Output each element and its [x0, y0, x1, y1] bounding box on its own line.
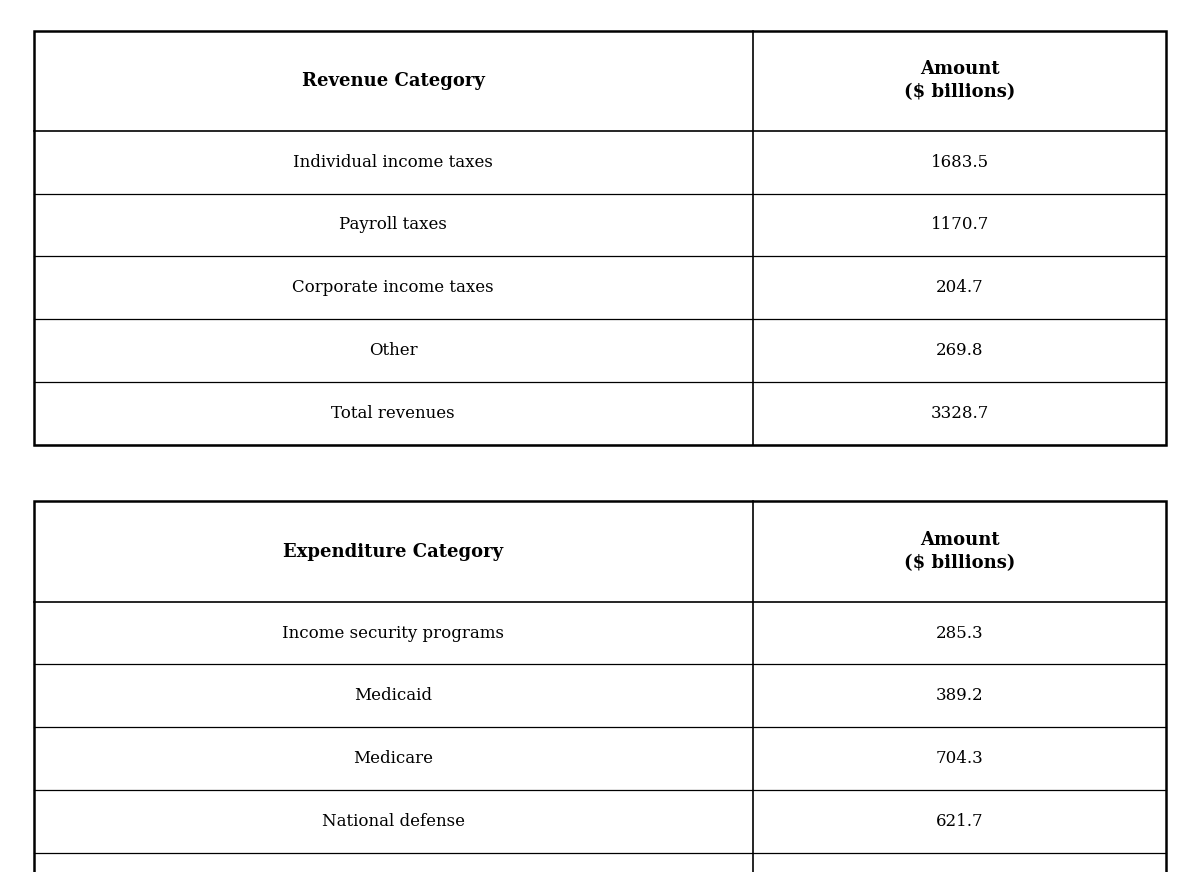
Text: Income security programs: Income security programs — [282, 624, 504, 642]
Text: Medicare: Medicare — [353, 750, 433, 767]
Text: Expenditure Category: Expenditure Category — [283, 542, 503, 561]
Text: Other: Other — [368, 342, 418, 359]
Text: 389.2: 389.2 — [936, 687, 984, 705]
Text: 704.3: 704.3 — [936, 750, 984, 767]
Text: Medicaid: Medicaid — [354, 687, 432, 705]
Bar — [34, 31, 1166, 445]
Text: 285.3: 285.3 — [936, 624, 984, 642]
Text: 204.7: 204.7 — [936, 279, 984, 296]
Text: National defense: National defense — [322, 813, 464, 830]
Text: Payroll taxes: Payroll taxes — [340, 216, 448, 234]
Bar — [34, 501, 1166, 872]
Text: 1683.5: 1683.5 — [931, 153, 989, 171]
Text: Corporate income taxes: Corporate income taxes — [293, 279, 494, 296]
Text: 1170.7: 1170.7 — [930, 216, 989, 234]
Text: Amount
($ billions): Amount ($ billions) — [904, 531, 1015, 572]
Text: 621.7: 621.7 — [936, 813, 984, 830]
Text: Individual income taxes: Individual income taxes — [293, 153, 493, 171]
Text: Total revenues: Total revenues — [331, 405, 455, 422]
Text: 269.8: 269.8 — [936, 342, 984, 359]
Text: Revenue Category: Revenue Category — [302, 72, 485, 90]
Text: 3328.7: 3328.7 — [930, 405, 989, 422]
Text: Amount
($ billions): Amount ($ billions) — [904, 60, 1015, 101]
